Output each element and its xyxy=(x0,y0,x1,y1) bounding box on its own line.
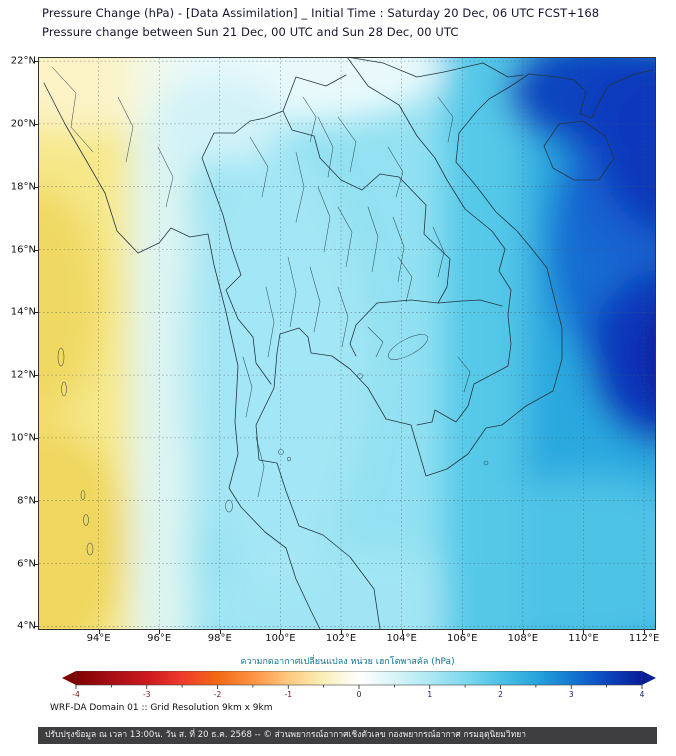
title-line-2: Pressure change between Sun 21 Dec, 00 U… xyxy=(42,25,459,39)
pressure-field xyxy=(38,57,656,630)
lon-tick-label: 96°E xyxy=(147,633,172,644)
colorbar-tick-label: 0 xyxy=(356,690,362,699)
lon-tick-mark xyxy=(401,630,403,634)
lat-tick-label: 4°N xyxy=(17,620,36,632)
colorbar-right-arrow xyxy=(642,671,656,685)
lon-tick-mark xyxy=(98,630,100,634)
lon-tick-mark xyxy=(583,630,585,634)
lat-tick-mark xyxy=(34,186,38,188)
lat-tick-mark xyxy=(34,626,38,628)
lon-tick-mark xyxy=(159,630,161,634)
colorbar-tick-label: -1 xyxy=(284,690,292,699)
lat-tick-label: 6°N xyxy=(17,558,36,569)
geography xyxy=(43,57,653,630)
lon-tick-label: 102°E xyxy=(325,633,357,644)
colorbar-gradient-bar xyxy=(75,671,643,686)
lon-tick-mark xyxy=(341,630,343,634)
lat-tick-mark xyxy=(34,312,38,314)
credit-text: ปรับปรุงข้อมูล ณ เวลา 13:00น. วัน ส. ที่… xyxy=(45,730,526,740)
lat-tick-mark xyxy=(34,123,38,125)
lon-tick-label: 110°E xyxy=(568,633,599,644)
lat-tick-mark xyxy=(34,437,38,439)
colorbar-tick-marks xyxy=(75,685,643,689)
lat-tick-mark xyxy=(34,563,38,565)
colorbar-tick-label: -2 xyxy=(213,690,222,699)
lat-tick-label: 10°N xyxy=(10,432,36,444)
colorbar-tick-label: 1 xyxy=(427,690,433,699)
credit-bar: ปรับปรุงข้อมูล ณ เวลา 13:00น. วัน ส. ที่… xyxy=(38,727,657,744)
tonle-sap-lake xyxy=(387,334,429,360)
hainan-island xyxy=(543,120,615,181)
pressure-change-map xyxy=(38,57,656,630)
islands xyxy=(57,347,489,556)
colorbar-left-arrow xyxy=(62,671,76,685)
colorbar xyxy=(62,671,656,689)
colorbar-tick-label: 4 xyxy=(639,690,645,699)
lat-tick-label: 8°N xyxy=(17,495,36,507)
lon-tick-label: 106°E xyxy=(447,633,478,644)
lon-tick-mark xyxy=(522,630,524,634)
coastline-west xyxy=(43,82,321,630)
lat-tick-mark xyxy=(34,375,38,377)
lat-tick-mark xyxy=(34,61,38,63)
lon-tick-mark xyxy=(219,630,221,634)
lon-tick-label: 108°E xyxy=(507,633,539,644)
graticule xyxy=(39,58,655,629)
title-line-1: Pressure Change (hPa) - [Data Assimilati… xyxy=(42,6,600,20)
lon-tick-label: 104°E xyxy=(386,633,417,644)
lat-tick-label: 14°N xyxy=(10,306,36,318)
lat-tick-mark xyxy=(34,500,38,502)
lat-tick-label: 12°N xyxy=(10,369,36,381)
lon-tick-label: 94°E xyxy=(86,633,111,644)
colorbar-tick-label: 3 xyxy=(568,690,574,699)
lon-tick-mark xyxy=(644,630,646,634)
domain-info: WRF-DA Domain 01 :: Grid Resolution 9km … xyxy=(50,703,273,713)
lat-tick-label: 16°N xyxy=(10,244,36,255)
lon-tick-label: 112°E xyxy=(628,633,660,644)
colorbar-tick-label: 2 xyxy=(498,690,503,699)
lat-tick-label: 18°N xyxy=(10,181,36,193)
colorbar-label: ความกดอากาศเปลี่ยนแปลง หน่วย เฮกโตพาสคัล… xyxy=(240,657,455,667)
country-borders xyxy=(201,57,524,426)
lon-tick-mark xyxy=(462,630,464,634)
colorbar-tick-label: -3 xyxy=(143,690,151,699)
lat-tick-label: 22°N xyxy=(10,55,36,67)
coastline-east xyxy=(255,69,653,630)
map-frame xyxy=(38,57,656,630)
lon-tick-label: 98°E xyxy=(207,633,232,644)
lat-tick-mark xyxy=(34,249,38,251)
province-borders xyxy=(51,66,471,498)
lat-tick-label: 20°N xyxy=(10,118,36,130)
lon-tick-label: 100°E xyxy=(265,633,296,644)
colorbar-tick-label: -4 xyxy=(72,690,80,699)
lon-tick-mark xyxy=(280,630,282,634)
